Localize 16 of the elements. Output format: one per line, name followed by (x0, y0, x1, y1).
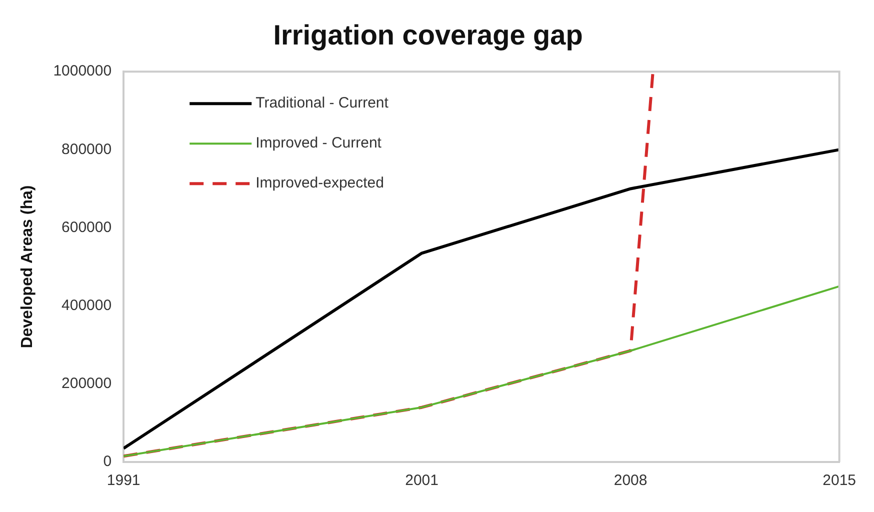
y-tick-label: 1000000 (53, 62, 112, 80)
x-tick-label: 2015 (822, 472, 856, 490)
chart-title: Irrigation coverage gap (273, 20, 583, 51)
x-tick-label: 1991 (106, 472, 140, 490)
y-tick-label: 400000 (62, 296, 112, 314)
x-tick-label: 2008 (614, 472, 648, 490)
y-tick-label: 200000 (62, 375, 112, 392)
x-tick-label: 2001 (405, 472, 438, 490)
legend-label: Traditional - Current (256, 94, 390, 112)
y-axis-title: Developed Areas (ha) (19, 185, 36, 348)
y-tick-label: 800000 (62, 140, 112, 158)
legend-label: Improved - Current (256, 134, 382, 152)
legend-label: Improved-expected (256, 174, 384, 192)
y-tick-label: 0 (103, 453, 112, 470)
line-series (124, 72, 654, 458)
y-tick-label: 600000 (62, 218, 112, 236)
